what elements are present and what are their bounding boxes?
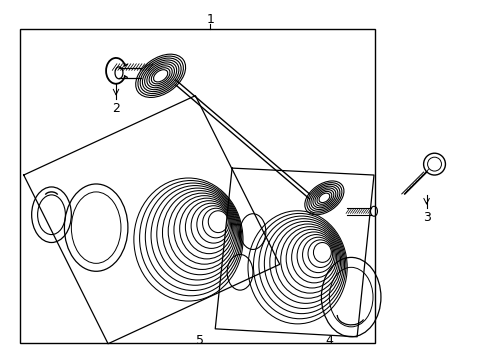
Text: 1: 1 [206,13,214,26]
Text: 3: 3 [423,211,431,224]
Bar [20,29,375,343]
Text: 5: 5 [196,334,204,347]
Text: 4: 4 [325,334,333,347]
Text: 2: 2 [112,102,120,115]
